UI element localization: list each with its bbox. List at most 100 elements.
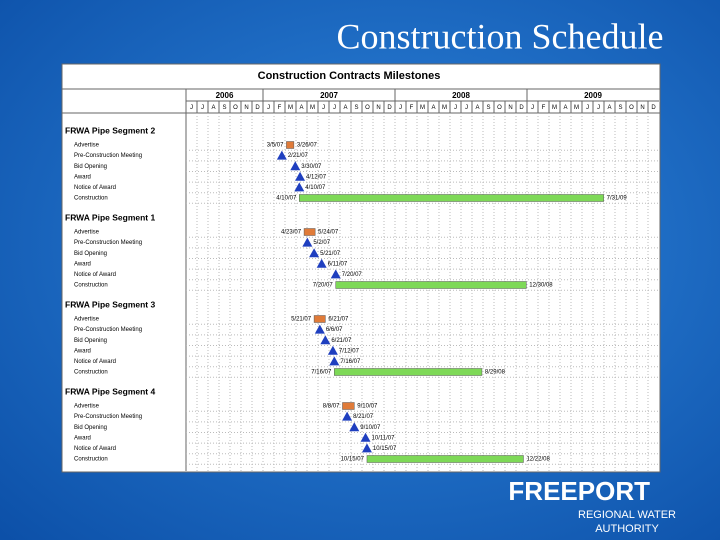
month-label: J — [586, 105, 589, 111]
task-bar — [313, 315, 326, 323]
milestone-date: 4/10/07 — [305, 185, 326, 191]
task-name: Bid Opening — [74, 164, 107, 170]
milestone — [327, 345, 338, 355]
milestone-date: 10/11/07 — [372, 435, 396, 441]
month-label: J — [454, 105, 457, 111]
month-label: N — [508, 105, 512, 111]
month-label: S — [618, 105, 622, 111]
task-name: Advertise — [74, 143, 100, 149]
start-date: 4/10/07 — [276, 196, 297, 202]
month-label: J — [465, 105, 468, 111]
month-label: A — [563, 105, 567, 111]
month-label: M — [310, 105, 315, 111]
end-date: 12/30/08 — [529, 283, 553, 289]
month-label: A — [299, 105, 303, 111]
task-name: Bid Opening — [74, 338, 107, 344]
milestone-date: 10/15/07 — [373, 446, 397, 452]
task-name: Bid Opening — [74, 425, 107, 431]
milestone — [316, 258, 327, 268]
start-date: 5/21/07 — [291, 317, 312, 323]
month-label: J — [597, 105, 600, 111]
task-bar — [335, 281, 527, 289]
end-date: 5/24/07 — [318, 230, 339, 236]
task-name: Award — [74, 174, 91, 180]
month-label: A — [343, 105, 347, 111]
end-date: 6/21/07 — [328, 317, 349, 323]
end-date: 3/26/07 — [297, 143, 318, 149]
logo-line: AUTHORITY — [595, 523, 659, 535]
month-label: O — [629, 105, 634, 111]
milestone — [342, 411, 353, 421]
milestone-date: 7/12/07 — [339, 348, 360, 354]
milestone-date: 9/10/07 — [360, 425, 381, 431]
month-label: J — [399, 105, 402, 111]
milestone-date: 7/16/07 — [340, 359, 361, 365]
month-label: J — [333, 105, 336, 111]
milestone — [361, 443, 372, 453]
task-name: Award — [74, 261, 91, 267]
start-date: 4/23/07 — [281, 230, 302, 236]
month-label: M — [442, 105, 447, 111]
month-label: D — [387, 105, 392, 111]
task-name: Pre-Construction Meeting — [74, 240, 142, 246]
month-label: A — [607, 105, 611, 111]
task-name: Notice of Award — [74, 185, 116, 191]
task-name: Construction — [74, 370, 108, 376]
task-name: Award — [74, 348, 91, 354]
task-name: Advertise — [74, 230, 100, 236]
year-label: 2009 — [584, 91, 602, 100]
year-label: 2008 — [452, 91, 470, 100]
month-label: D — [255, 105, 260, 111]
month-label: J — [322, 105, 325, 111]
task-name: Award — [74, 435, 91, 441]
month-label: O — [497, 105, 502, 111]
segment-title: FRWA Pipe Segment 1 — [65, 212, 155, 222]
task-bar — [299, 194, 604, 202]
month-label: J — [190, 105, 193, 111]
month-label: F — [542, 105, 546, 111]
year-label: 2006 — [216, 91, 234, 100]
task-name: Construction — [74, 457, 108, 463]
month-label: J — [201, 105, 204, 111]
milestone — [349, 422, 360, 432]
end-date: 12/22/08 — [526, 457, 550, 463]
start-date: 3/5/07 — [267, 143, 284, 149]
task-bar — [366, 455, 524, 463]
milestone — [320, 335, 331, 345]
task-name: Pre-Construction Meeting — [74, 414, 142, 420]
milestone — [309, 248, 320, 258]
logo-line: REGIONAL WATER — [578, 509, 676, 521]
month-label: N — [376, 105, 380, 111]
month-label: S — [354, 105, 358, 111]
task-name: Bid Opening — [74, 251, 107, 257]
milestone — [302, 237, 313, 247]
milestone-date: 5/2/07 — [313, 240, 330, 246]
milestone-date: 4/12/07 — [306, 174, 327, 180]
milestone-date: 5/21/07 — [320, 251, 341, 257]
milestone-date: 6/21/07 — [331, 338, 352, 344]
month-label: M — [288, 105, 293, 111]
task-name: Pre-Construction Meeting — [74, 327, 142, 333]
month-label: A — [431, 105, 435, 111]
month-label: O — [365, 105, 370, 111]
month-label: D — [519, 105, 524, 111]
task-bar — [342, 402, 355, 410]
milestone-date: 3/30/07 — [301, 164, 322, 170]
milestone — [360, 432, 371, 442]
task-bar — [286, 141, 295, 149]
milestone — [276, 150, 287, 160]
month-label: N — [244, 105, 248, 111]
month-label: F — [410, 105, 414, 111]
start-date: 8/8/07 — [323, 404, 340, 410]
month-label: A — [211, 105, 215, 111]
logo-name: FREEPORT — [508, 476, 650, 506]
milestone-date: 2/21/07 — [288, 153, 309, 159]
milestone — [290, 161, 301, 171]
chart-title: Construction Contracts Milestones — [258, 70, 441, 82]
month-label: A — [475, 105, 479, 111]
end-date: 9/10/07 — [357, 404, 378, 410]
month-label: F — [278, 105, 282, 111]
month-label: D — [651, 105, 656, 111]
